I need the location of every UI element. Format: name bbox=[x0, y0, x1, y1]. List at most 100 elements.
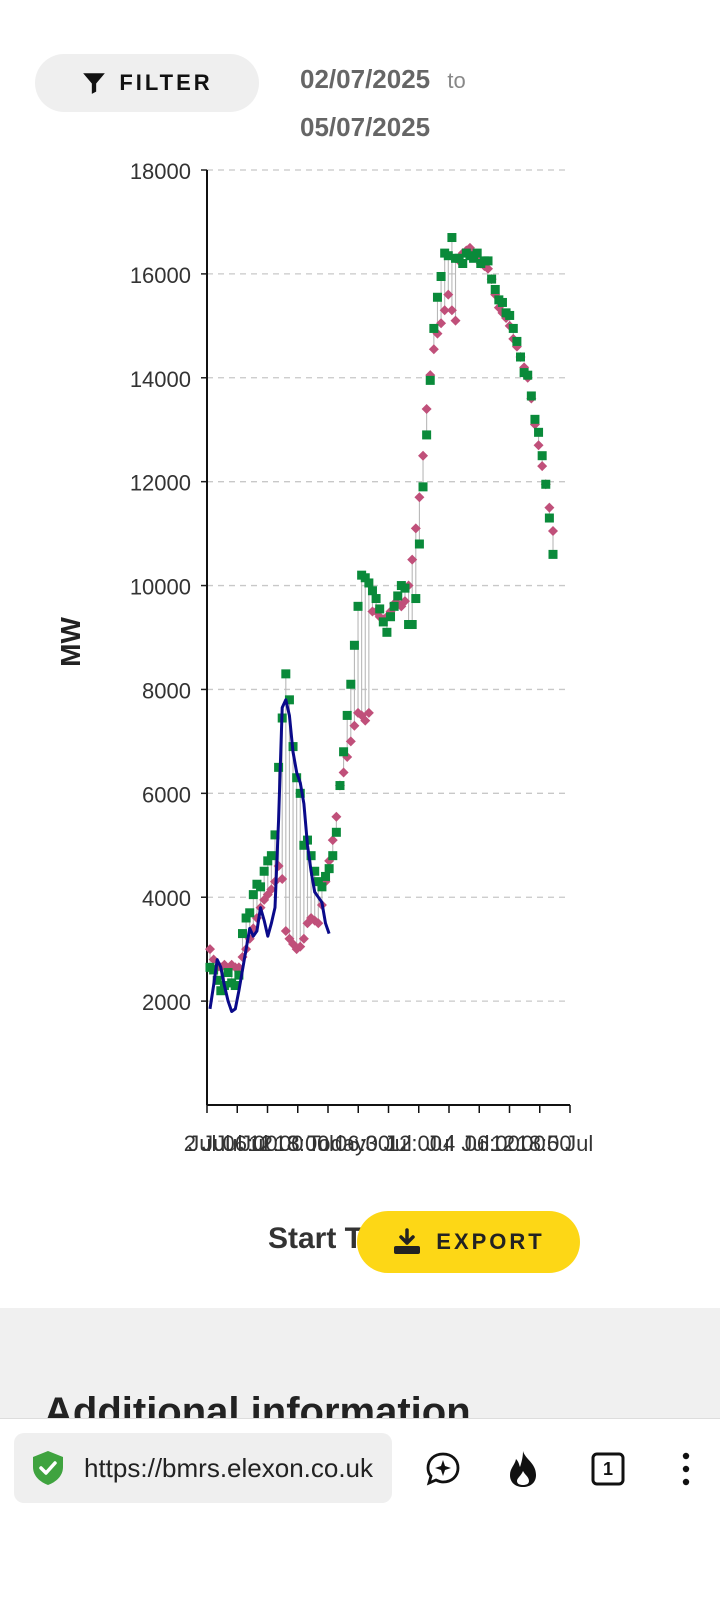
square-point bbox=[306, 851, 316, 861]
y-tick-label: 6000 bbox=[142, 782, 191, 807]
flame-icon[interactable] bbox=[501, 1447, 545, 1491]
diamond-point bbox=[537, 461, 548, 472]
shield-check-icon bbox=[33, 1451, 63, 1485]
square-point bbox=[544, 513, 554, 523]
additional-information-section: Additional information bbox=[0, 1308, 720, 1418]
square-point bbox=[472, 248, 482, 258]
square-point bbox=[317, 882, 327, 892]
square-point bbox=[237, 929, 247, 939]
square-point bbox=[331, 827, 341, 837]
square-point bbox=[523, 370, 533, 380]
diamond-point bbox=[418, 450, 429, 461]
filter-button-label: FILTER bbox=[119, 70, 213, 95]
diamond-point bbox=[313, 918, 324, 929]
square-point bbox=[266, 851, 276, 861]
diamond-point bbox=[205, 944, 215, 955]
square-point bbox=[245, 908, 255, 918]
kebab-menu-icon[interactable] bbox=[664, 1447, 708, 1491]
square-point bbox=[458, 259, 468, 268]
square-point bbox=[407, 620, 417, 630]
sparkle-chat-icon[interactable] bbox=[421, 1447, 465, 1491]
square-point bbox=[516, 352, 526, 362]
square-point bbox=[469, 253, 479, 263]
y-tick-label: 16000 bbox=[130, 263, 191, 288]
date-to: 05/07/2025 bbox=[300, 112, 431, 142]
square-point bbox=[241, 913, 251, 923]
square-point bbox=[411, 594, 421, 604]
diamond-point bbox=[544, 502, 555, 513]
square-point bbox=[490, 284, 500, 294]
square-point bbox=[321, 871, 331, 881]
y-tick-label: 10000 bbox=[130, 575, 191, 600]
series bbox=[205, 233, 558, 1013]
x-tick-label: 18:00 bbox=[517, 1131, 572, 1156]
square-point bbox=[512, 336, 522, 346]
date-to-word: to bbox=[447, 68, 466, 93]
square-point bbox=[508, 323, 518, 333]
square-point bbox=[367, 586, 377, 596]
square-point bbox=[324, 864, 334, 874]
x-tick-label: Jul 18:00 bbox=[240, 1131, 329, 1156]
square-point bbox=[400, 583, 410, 593]
diamond-point bbox=[414, 492, 425, 503]
square-point bbox=[212, 975, 222, 985]
square-point bbox=[234, 970, 244, 980]
square-point bbox=[497, 297, 507, 307]
square-point bbox=[295, 788, 305, 798]
x-tick-label: Jul 06:00 bbox=[188, 1131, 277, 1156]
square-point bbox=[526, 391, 536, 401]
chart-svg: 2000 4000 6000 8000 10000 12000 14000 16000 1800… bbox=[55, 160, 593, 1156]
square-point bbox=[216, 986, 226, 996]
date-range: 02/07/2025 to 05/07/2025 bbox=[300, 56, 560, 150]
x-tick-label: 06:00 bbox=[465, 1131, 520, 1156]
date-from: 02/07/2025 bbox=[300, 64, 431, 94]
diamond-point bbox=[428, 344, 439, 355]
diamond-point bbox=[360, 715, 371, 726]
diamond-point bbox=[443, 289, 454, 300]
y-axis-label: MW bbox=[55, 617, 86, 667]
tab-count: 1 bbox=[602, 1458, 613, 1479]
x-tick-label: 12:00 bbox=[491, 1131, 546, 1156]
square-point bbox=[270, 830, 280, 840]
filter-button[interactable]: FILTER bbox=[35, 54, 259, 112]
x-tick-label: 3 Jul bbox=[365, 1131, 411, 1156]
diamond-point bbox=[363, 707, 374, 718]
square-point bbox=[349, 640, 359, 650]
square-point bbox=[447, 233, 457, 243]
square-point bbox=[422, 430, 432, 440]
y-tick-label: 8000 bbox=[142, 678, 191, 703]
square-point bbox=[418, 482, 428, 492]
tabs-icon bbox=[591, 1452, 625, 1486]
square-point bbox=[299, 840, 309, 850]
tabs-button[interactable]: 1 bbox=[586, 1447, 630, 1491]
diamond-point bbox=[483, 263, 494, 274]
square-point bbox=[483, 256, 493, 266]
diamond-point bbox=[450, 315, 461, 326]
square-point bbox=[530, 414, 540, 424]
filter-icon bbox=[83, 73, 106, 94]
system-nav-area bbox=[0, 1524, 720, 1600]
export-button[interactable]: EXPORT bbox=[357, 1211, 580, 1273]
square-point bbox=[360, 573, 370, 583]
square-point bbox=[256, 882, 266, 892]
grid bbox=[207, 169, 570, 1002]
square-point bbox=[284, 695, 294, 705]
square-point bbox=[393, 591, 403, 601]
x-tick-label: 12:00 bbox=[387, 1131, 442, 1156]
address-bar[interactable]: https://bmrs.elexon.co.uk bbox=[14, 1433, 392, 1503]
additional-information-heading: Additional information bbox=[44, 1390, 471, 1418]
diamond-point bbox=[298, 933, 309, 944]
square-point bbox=[230, 981, 240, 991]
square-point bbox=[335, 781, 345, 791]
diamond-point bbox=[280, 925, 291, 936]
square-point bbox=[313, 877, 323, 887]
chart: 2000 4000 6000 8000 10000 12000 14000 16000 1800… bbox=[0, 160, 720, 1220]
x-tick-label: 2 Jul bbox=[184, 1131, 230, 1156]
square-point bbox=[429, 323, 439, 333]
diamond-point bbox=[410, 523, 421, 534]
square-point bbox=[443, 251, 453, 261]
square-point bbox=[292, 773, 302, 783]
diamond-point bbox=[548, 526, 558, 537]
square-point bbox=[371, 594, 381, 604]
diamond-point bbox=[331, 811, 342, 822]
